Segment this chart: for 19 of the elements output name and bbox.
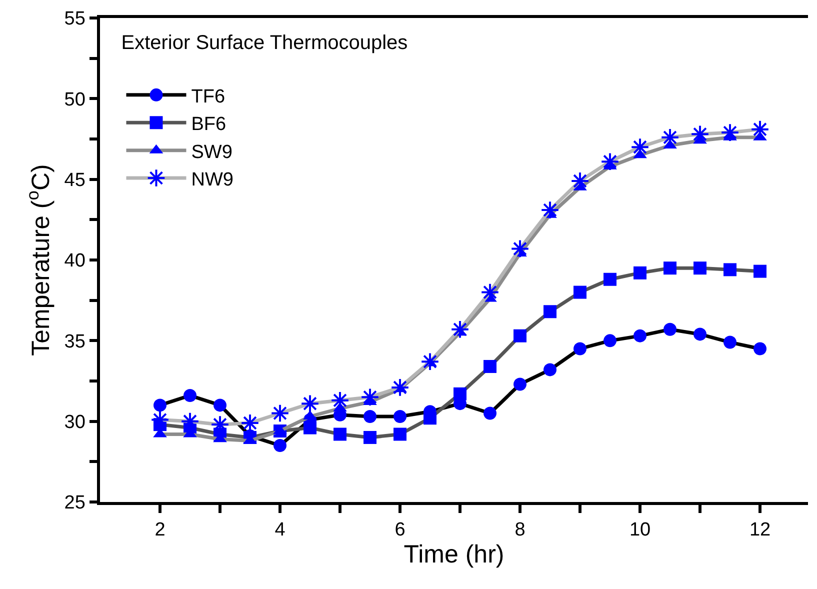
x-tick-label: 12 <box>749 520 771 541</box>
x-tick-label: 10 <box>629 520 651 541</box>
legend-label: NW9 <box>191 169 234 190</box>
x-tick-label: 8 <box>514 520 526 541</box>
legend-label: TF6 <box>191 86 226 108</box>
y-tick-label: 30 <box>64 412 86 433</box>
x-tick-label: 6 <box>394 520 406 541</box>
x-tick-label: 2 <box>154 520 166 541</box>
legend-label: BF6 <box>191 114 226 136</box>
x-tick-label: 4 <box>274 520 286 541</box>
y-tick-label: 40 <box>64 250 86 272</box>
legend-label: SW9 <box>191 142 232 163</box>
y-tick-label: 25 <box>64 492 86 514</box>
y-tick-label: 35 <box>64 331 86 352</box>
y-tick-label: 55 <box>64 8 86 30</box>
text: Exterior Surface Thermocouples <box>121 32 408 54</box>
y-tick-label: 45 <box>64 170 86 191</box>
x-axis-title: Time (hr) <box>404 540 504 569</box>
y-tick-label: 50 <box>64 89 86 110</box>
